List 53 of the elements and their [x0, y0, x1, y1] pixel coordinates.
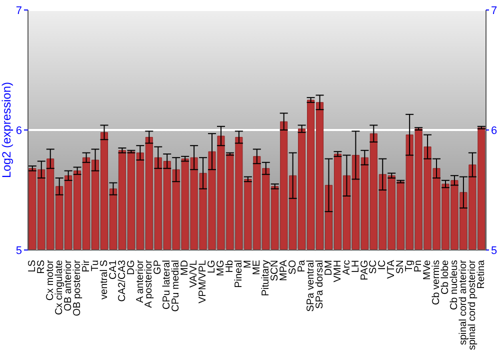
x-tick-label: GP [152, 260, 164, 274]
x-tick-label: DG [126, 260, 137, 275]
x-tick-label: M [242, 260, 254, 268]
x-tick-label: Pineal [234, 260, 245, 288]
x-tick-label: spinal cord posterior [467, 259, 478, 350]
x-tick-label: MPA [278, 260, 290, 281]
x-tick-label: IC [377, 260, 388, 270]
x-tick-label: PAG [359, 260, 370, 280]
x-tick-label: CPu medial [170, 260, 182, 312]
x-tick-label: RS [36, 260, 47, 274]
y-axis-title: Log2 (expression) [0, 82, 14, 178]
x-tick-label: Tg [404, 260, 416, 272]
x-tick-label: VPM/VPL [198, 260, 209, 304]
x-tick-label: Pir [80, 259, 92, 272]
x-tick-label: SO [287, 260, 298, 274]
y2-tick-label: 5 [491, 244, 498, 257]
y2-tick-label: 6 [491, 124, 498, 137]
x-tick-label: SPa ventral [305, 260, 316, 312]
x-tick-label: Pituitary [260, 260, 272, 296]
y-tick-label: 7 [16, 4, 22, 17]
x-tick-label: Tu [90, 260, 101, 272]
x-tick-label: SCN [269, 260, 280, 282]
x-tick-label: CA1 [108, 260, 119, 280]
y2-tick-label: 7 [491, 4, 498, 17]
x-tick-label: CA2/CA3 [116, 260, 128, 302]
x-tick-label: SC [368, 260, 380, 274]
x-tick-label: Cb nucleus [449, 260, 460, 310]
y-tick-label: 6 [16, 124, 22, 137]
x-tick-label: DM [323, 260, 334, 276]
x-tick-label: ventral S [98, 260, 110, 300]
x-tick-label: A anterior [134, 259, 146, 303]
x-tick-label: Cb lobe [440, 260, 452, 294]
x-tick-label: Arc [341, 260, 352, 275]
x-tick-label: MVe [422, 260, 434, 280]
x-tick-label: SPa dorsal [314, 260, 326, 309]
y-tick-label: 5 [16, 244, 22, 257]
x-tick-label: Cx motor [44, 259, 56, 301]
x-tick-label: LH [350, 260, 362, 273]
x-tick-label: spinal cord anterior [458, 259, 470, 346]
x-tick-label: LG [206, 260, 218, 274]
x-tick-label: OB posterior [72, 259, 83, 316]
x-tick-label: Retina [476, 260, 488, 289]
x-tick-label: Cx cingulate [54, 260, 65, 316]
x-tick-label: Hb [224, 260, 236, 273]
x-tick-label: VMH [332, 260, 344, 282]
x-tick-label: Pn [413, 260, 424, 272]
x-tick-label: Pa [296, 260, 308, 272]
x-tick-label: VTA [386, 260, 398, 279]
x-tick-label: SN [395, 260, 406, 274]
x-tick-label: LS [26, 260, 38, 272]
x-tick-label: OB anterior [62, 259, 74, 312]
x-tick-label: ME [252, 260, 262, 275]
x-tick-label: A posterior [144, 259, 155, 308]
